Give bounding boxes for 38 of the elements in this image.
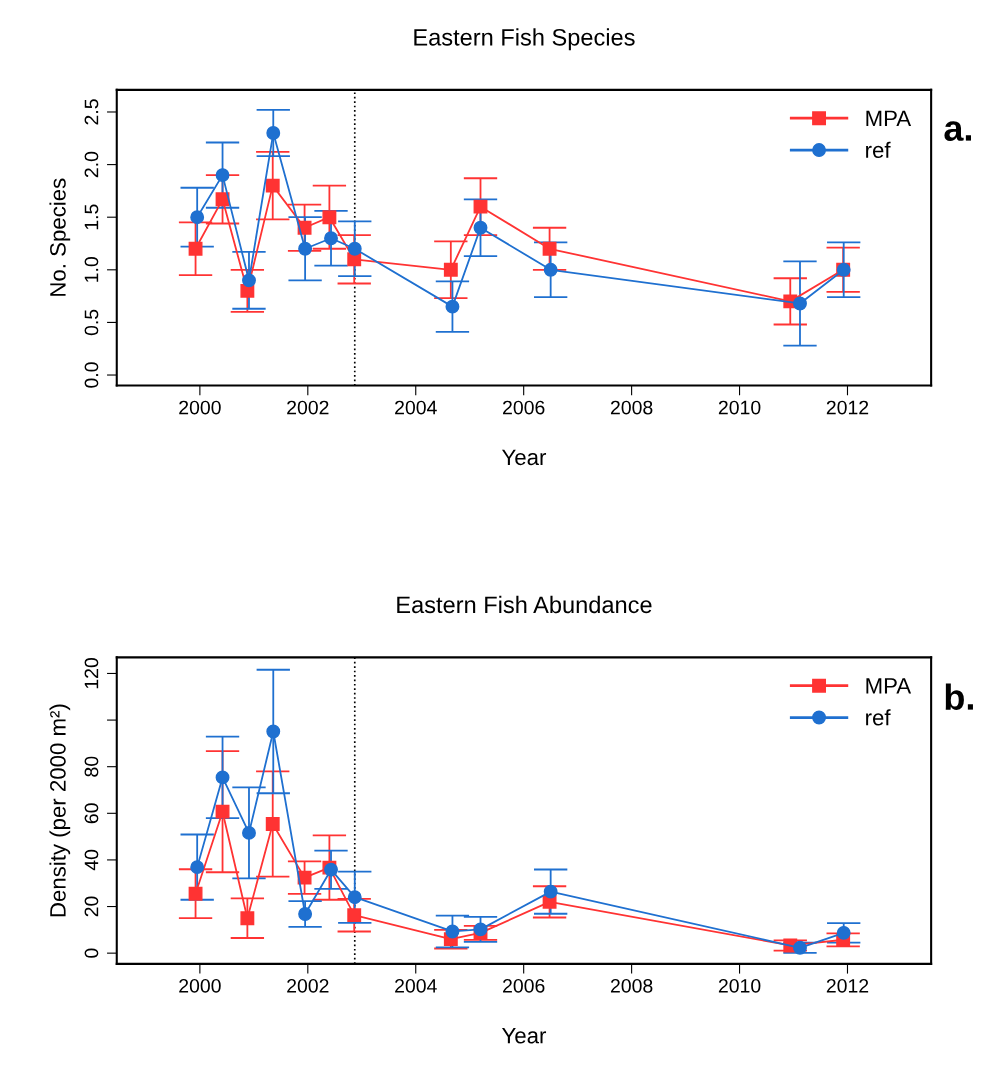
- legend-label: ref: [866, 709, 891, 726]
- y-axis-title: No. Species: [49, 178, 71, 296]
- x-tick-label: 2000: [179, 400, 221, 415]
- y-tick-label: 0: [84, 948, 99, 958]
- y-tick-label: 2.5: [84, 99, 99, 125]
- y-tick-label: 40: [84, 849, 99, 871]
- y-axis-title: Density (per 2000 m²): [49, 704, 71, 917]
- x-tick-label: 2006: [503, 978, 545, 993]
- y-tick-label: 120: [84, 658, 99, 689]
- legend-label: MPA: [866, 678, 912, 694]
- y-tick-label: 20: [84, 896, 99, 917]
- y-tick-label: 0.0: [84, 362, 99, 388]
- x-tick-label: 2008: [610, 400, 653, 415]
- x-tick-label: 2012: [826, 978, 869, 993]
- x-tick-label: 2002: [287, 400, 329, 415]
- x-tick-label: 2010: [718, 400, 761, 415]
- x-tick-label: 2002: [287, 978, 329, 993]
- y-tick-label: 80: [84, 756, 99, 777]
- x-tick-label: 2000: [179, 978, 221, 993]
- x-tick-label: 2010: [718, 978, 761, 993]
- y-tick-label: 1.0: [84, 257, 99, 282]
- x-tick-label: 2006: [503, 400, 545, 415]
- chart-title: Eastern Fish Species: [414, 28, 635, 51]
- y-tick-label: 2.0: [84, 151, 99, 178]
- text: b.: [945, 683, 973, 710]
- x-tick-label: 2004: [395, 978, 437, 993]
- y-tick-label: 0.5: [84, 309, 99, 336]
- y-tick-label: 1.5: [84, 204, 99, 230]
- chart-title: Eastern Fish Abundance: [397, 595, 652, 614]
- y-tick-label: 60: [84, 803, 99, 824]
- x-tick-label: 2012: [826, 400, 869, 415]
- text: a.: [944, 121, 971, 141]
- legend-label: ref: [866, 141, 891, 159]
- x-axis-title: Year: [501, 1027, 547, 1044]
- legend-label: MPA: [866, 110, 912, 126]
- x-tick-label: 2008: [610, 978, 653, 993]
- x-tick-label: 2004: [395, 400, 437, 415]
- x-axis-title: Year: [501, 449, 547, 466]
